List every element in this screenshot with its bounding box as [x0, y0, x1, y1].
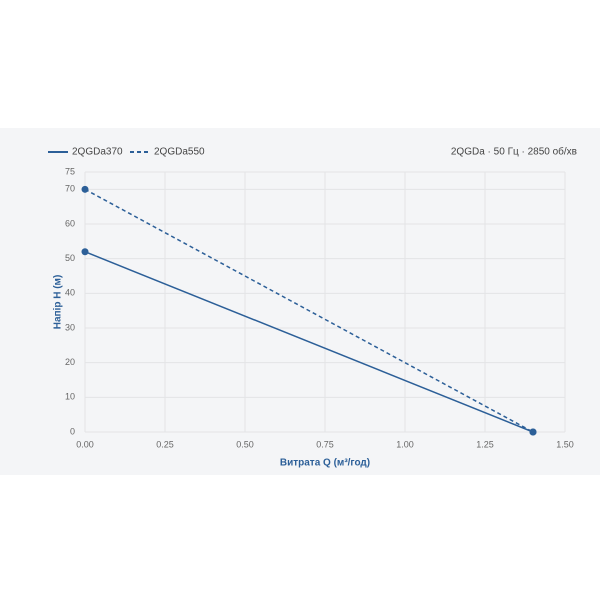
series-line — [84, 188, 534, 433]
y-tick-label: 75 — [65, 166, 75, 176]
series-line — [84, 251, 534, 433]
y-tick-label: 30 — [65, 322, 75, 332]
data-point — [81, 185, 89, 193]
x-tick-label: 0.75 — [316, 439, 334, 449]
y-tick-label: 0 — [70, 426, 75, 436]
y-tick-label: 60 — [65, 218, 75, 228]
x-tick-label: 0.00 — [76, 439, 94, 449]
y-tick-label: 70 — [65, 184, 75, 194]
x-tick-label: 1.00 — [396, 439, 414, 449]
x-tick-label: 0.25 — [156, 439, 174, 449]
x-tick-label: 0.50 — [236, 439, 254, 449]
x-axis-title: Витрата Q (м³/год) — [280, 458, 370, 469]
y-tick-label: 10 — [65, 392, 75, 402]
data-point — [81, 248, 89, 256]
chart-subtitle: 2QGDa · 50 Гц · 2850 об/хв — [451, 146, 577, 158]
y-tick-label: 50 — [65, 253, 75, 263]
x-tick-label: 1.50 — [556, 439, 574, 449]
x-tick-label: 1.25 — [476, 439, 494, 449]
legend-label: 2QGDa550 — [154, 147, 205, 158]
chart-panel — [0, 128, 600, 475]
y-tick-label: 40 — [65, 288, 75, 298]
y-axis-title: Напір H (м) — [53, 275, 64, 330]
data-point — [529, 428, 537, 436]
y-tick-label: 20 — [65, 357, 75, 367]
legend-label: 2QGDa370 — [72, 147, 123, 158]
